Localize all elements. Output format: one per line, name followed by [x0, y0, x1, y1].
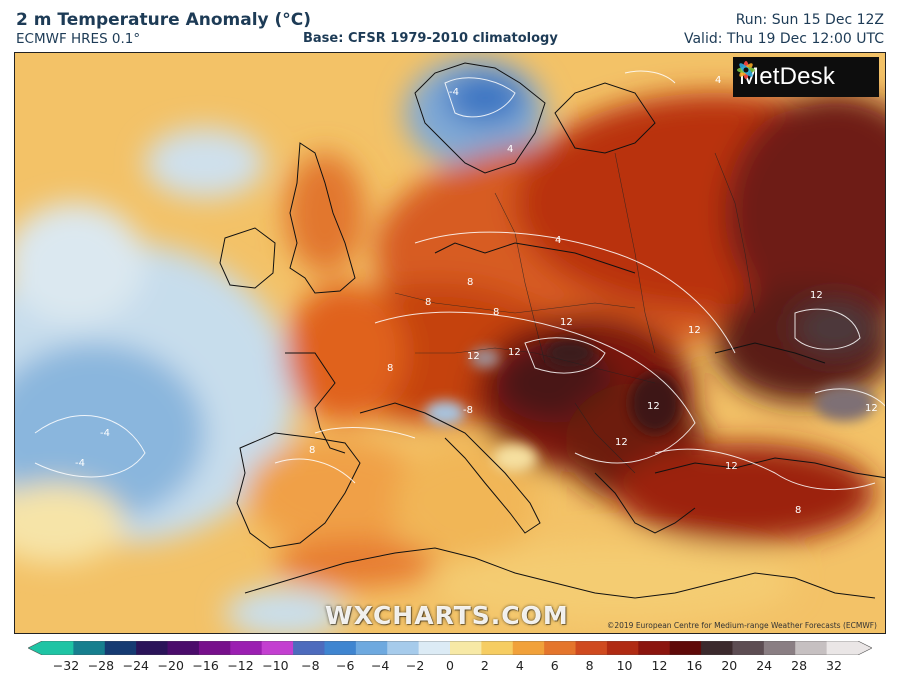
climatology-base-label: Base: CFSR 1979-2010 climatology — [303, 31, 558, 46]
colorbar-segment — [732, 641, 765, 655]
colorbar-segment — [324, 641, 357, 655]
colorbar-tick-label: −10 — [262, 658, 289, 673]
colorbar-tick-label: −16 — [192, 658, 219, 673]
colorbar-tick-label: −8 — [301, 658, 320, 673]
colorbar-tick-label: −24 — [122, 658, 150, 673]
colorbar-tick-label: 16 — [686, 658, 703, 673]
wxcharts-watermark: WXCHARTS.COM — [325, 601, 569, 630]
colorbar-tick-label: −28 — [87, 658, 115, 673]
contour-label: 4 — [555, 235, 561, 246]
colorbar-segment — [795, 641, 828, 655]
colorbar-tick-label: 24 — [756, 658, 773, 673]
colorbar — [28, 641, 872, 655]
colorbar-segment — [293, 641, 326, 655]
metdesk-logo-text: MetDesk — [739, 63, 836, 90]
colorbar-segment — [669, 641, 702, 655]
colorbar-segment — [544, 641, 577, 655]
metdesk-logo: MetDesk — [733, 57, 879, 97]
colorbar-segment — [701, 641, 734, 655]
colorbar-tick-label: 4 — [515, 658, 524, 673]
contour-label: 12 — [647, 401, 660, 412]
colorbar-segment — [104, 641, 137, 655]
contour-label: 12 — [688, 325, 701, 336]
header: 2 m Temperature Anomaly (°C) ECMWF HRES … — [0, 0, 900, 52]
contour-label: -8 — [463, 405, 473, 416]
colorbar-segment — [575, 641, 608, 655]
colorbar-left-arrow — [28, 641, 42, 655]
model-label: ECMWF HRES 0.1° — [16, 31, 141, 47]
colorbar-tick-label: −2 — [405, 658, 425, 673]
colorbar-segment — [450, 641, 482, 655]
colorbar-segment — [763, 641, 796, 655]
contour-label: 12 — [560, 317, 573, 328]
colorbar-segment — [198, 641, 231, 655]
colorbar-segment — [826, 641, 859, 655]
colorbar-tick-label: 10 — [616, 658, 633, 673]
colorbar-ticks: −32 −28 −24 −20 −16 −12 −10 −8 −6 −4 −2 0 2 4 6 8 10 12 16… — [0, 658, 900, 678]
colorbar-segment — [481, 641, 514, 655]
map-title: 2 m Temperature Anomaly (°C) — [16, 10, 312, 30]
contour-label-group: 8 8 8 12 12 12 12 12 8 12 -8 4 -4 -4 12 … — [75, 75, 878, 516]
colorbar-segment — [167, 641, 200, 655]
colorbar-tick-label: −4 — [370, 658, 390, 673]
colorbar-tick-label: −6 — [336, 658, 355, 673]
contour-label: 4 — [507, 144, 513, 155]
contour-label: 8 — [309, 445, 315, 456]
copyright-notice: ©2019 European Centre for Medium-range W… — [606, 621, 877, 630]
colorbar-segment — [261, 641, 294, 655]
run-time-label: Run: Sun 15 Dec 12Z — [735, 12, 884, 28]
contour-lines — [34, 70, 885, 490]
colorbar-tick-label: −12 — [227, 658, 254, 673]
colorbar-tick-label: −20 — [157, 658, 184, 673]
contour-label: 4 — [715, 75, 721, 86]
anomaly-shading — [15, 58, 885, 633]
contour-label: 8 — [795, 505, 801, 516]
colorbar-segment — [355, 641, 388, 655]
contour-label: 8 — [387, 363, 393, 374]
colorbar-tick-label: 8 — [585, 658, 594, 673]
contour-label: -4 — [75, 458, 85, 469]
colorbar-tick-label: 28 — [791, 658, 808, 673]
contour-label: 12 — [865, 403, 878, 414]
contour-label: 12 — [508, 347, 521, 358]
anomaly-map: 8 8 8 12 12 12 12 12 8 12 -8 4 -4 -4 12 … — [14, 52, 886, 634]
colorbar-tick-label: 32 — [826, 658, 842, 673]
colorbar-tick-label: −32 — [52, 658, 80, 673]
contour-label: 8 — [493, 307, 499, 318]
colorbar-segment — [230, 641, 263, 655]
contour-label: 8 — [467, 277, 473, 288]
metdesk-logo-icon — [737, 61, 755, 79]
colorbar-tick-label: 20 — [721, 658, 738, 673]
colorbar-segment — [418, 641, 451, 655]
coastlines — [219, 62, 885, 599]
colorbar-tick-label: 12 — [651, 658, 668, 673]
contour-label: 12 — [615, 437, 628, 448]
country-borders — [394, 152, 756, 474]
colorbar-segment — [42, 641, 74, 655]
colorbar-segment — [136, 641, 169, 655]
anomaly-detail — [425, 339, 875, 472]
contour-label: 12 — [725, 461, 738, 472]
colorbar-segment — [606, 641, 639, 655]
colorbar-tick-label: 2 — [480, 658, 489, 673]
contour-label: -4 — [100, 428, 110, 439]
contour-label: -4 — [449, 87, 459, 98]
colorbar-tick-label: 6 — [550, 658, 559, 673]
contour-label: 12 — [810, 290, 823, 301]
colorbar-right-arrow — [858, 641, 872, 655]
contour-label: 8 — [425, 297, 431, 308]
colorbar-segment — [73, 641, 106, 655]
valid-time-label: Valid: Thu 19 Dec 12:00 UTC — [683, 31, 884, 47]
colorbar-segment — [387, 641, 420, 655]
colorbar-tick-label: 0 — [446, 658, 454, 673]
contour-label: 12 — [467, 351, 480, 362]
colorbar-segments — [28, 641, 872, 655]
map-canvas: 8 8 8 12 12 12 12 12 8 12 -8 4 -4 -4 12 … — [15, 53, 885, 633]
colorbar-segment — [512, 641, 545, 655]
colorbar-segment — [638, 641, 671, 655]
